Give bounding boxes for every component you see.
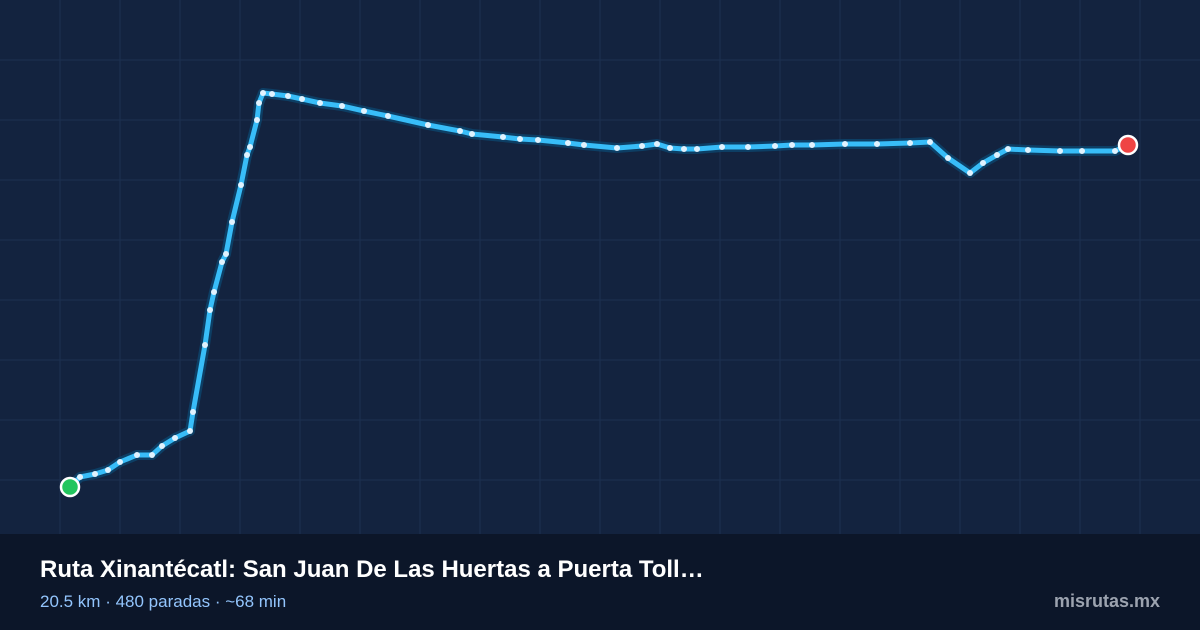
stop-dot <box>581 142 587 148</box>
stop-dot <box>745 144 751 150</box>
stop-dot <box>256 100 262 106</box>
stop-dot <box>789 142 795 148</box>
stop-dot <box>339 103 345 109</box>
stop-dot <box>317 100 323 106</box>
stop-dot <box>614 145 620 151</box>
stop-dot <box>535 137 541 143</box>
end-marker <box>1117 134 1139 156</box>
route-title: Ruta Xinantécatl: San Juan De Las Huerta… <box>40 556 704 583</box>
stop-dot <box>244 152 250 158</box>
stop-dot <box>285 93 291 99</box>
stop-dot <box>809 142 815 148</box>
stop-dot <box>254 117 260 123</box>
stop-dot <box>117 459 123 465</box>
stop-dot <box>654 141 660 147</box>
brand: misrutas.mx <box>1054 591 1160 611</box>
stop-dot <box>980 160 986 166</box>
stop-dot <box>149 452 155 458</box>
stop-dot <box>247 144 253 150</box>
stop-dot <box>500 134 506 140</box>
stop-dot <box>667 145 673 151</box>
grid <box>0 0 1200 534</box>
stop-dot <box>77 474 83 480</box>
stop-dot <box>238 182 244 188</box>
stop-dot <box>134 452 140 458</box>
stop-dot <box>187 428 193 434</box>
stop-dot <box>1112 148 1118 154</box>
stop-dot <box>842 141 848 147</box>
stop-dot <box>202 342 208 348</box>
stop-dot <box>681 146 687 152</box>
stop-dot <box>219 259 225 265</box>
stop-dot <box>967 170 973 176</box>
start-marker <box>59 476 81 498</box>
stop-dot <box>159 443 165 449</box>
stop-dot <box>517 136 523 142</box>
stop-dot <box>874 141 880 147</box>
stop-dot <box>223 251 229 257</box>
stop-dot <box>772 143 778 149</box>
stop-dot <box>105 467 111 473</box>
route <box>59 88 1139 498</box>
stop-dot <box>469 131 475 137</box>
stop-dot <box>92 471 98 477</box>
stop-dot <box>361 108 367 114</box>
stop-dot <box>927 139 933 145</box>
route-stats: 20.5 km · 480 paradas · ~68 min <box>40 592 286 611</box>
stop-dot <box>1079 148 1085 154</box>
stop-dot <box>229 219 235 225</box>
stop-dot <box>425 122 431 128</box>
stop-dot <box>907 140 913 146</box>
footer-bar <box>0 534 1200 630</box>
stop-dot <box>211 289 217 295</box>
stop-dot <box>260 90 266 96</box>
stop-dot <box>190 409 196 415</box>
stop-dot <box>694 146 700 152</box>
stop-dot <box>719 144 725 150</box>
stop-dot <box>1005 146 1011 152</box>
stop-dot <box>299 96 305 102</box>
stop-dot <box>172 435 178 441</box>
stop-dot <box>385 113 391 119</box>
stop-dot <box>639 143 645 149</box>
stop-dot <box>1057 148 1063 154</box>
stop-dot <box>994 152 1000 158</box>
stop-dot <box>565 140 571 146</box>
stop-dot <box>1025 147 1031 153</box>
stop-dot <box>457 128 463 134</box>
stop-dot <box>269 91 275 97</box>
stop-dot <box>207 307 213 313</box>
stop-dot <box>945 155 951 161</box>
